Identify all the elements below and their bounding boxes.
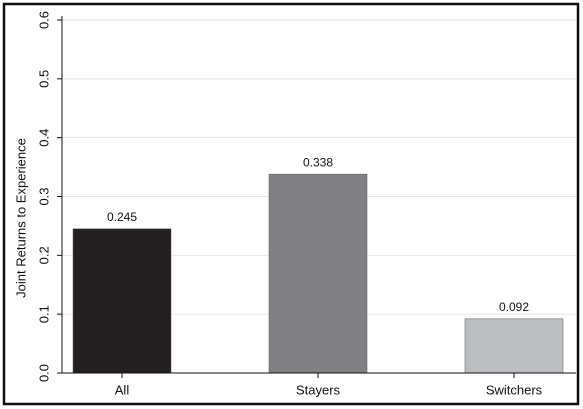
y-tick-label: 0.6: [36, 11, 51, 29]
y-tick-label: 0.4: [36, 129, 51, 147]
bar: [464, 318, 564, 374]
bar: [72, 228, 172, 374]
x-tick-label: Stayers: [296, 382, 341, 397]
y-tick-label: 0.5: [36, 70, 51, 88]
y-tick-label: 0.2: [36, 246, 51, 264]
bar: [268, 173, 368, 374]
value-label: 0.338: [303, 155, 333, 169]
y-tick-label: 0.1: [36, 305, 51, 323]
value-label: 0.245: [107, 210, 137, 224]
y-tick-label: 0.0: [36, 364, 51, 382]
y-axis-label: Joint Returns to Experience: [13, 138, 28, 298]
x-tick-label: All: [115, 382, 130, 397]
x-tick-label: Switchers: [486, 382, 543, 397]
value-label: 0.092: [499, 300, 529, 314]
y-tick-label: 0.3: [36, 187, 51, 205]
